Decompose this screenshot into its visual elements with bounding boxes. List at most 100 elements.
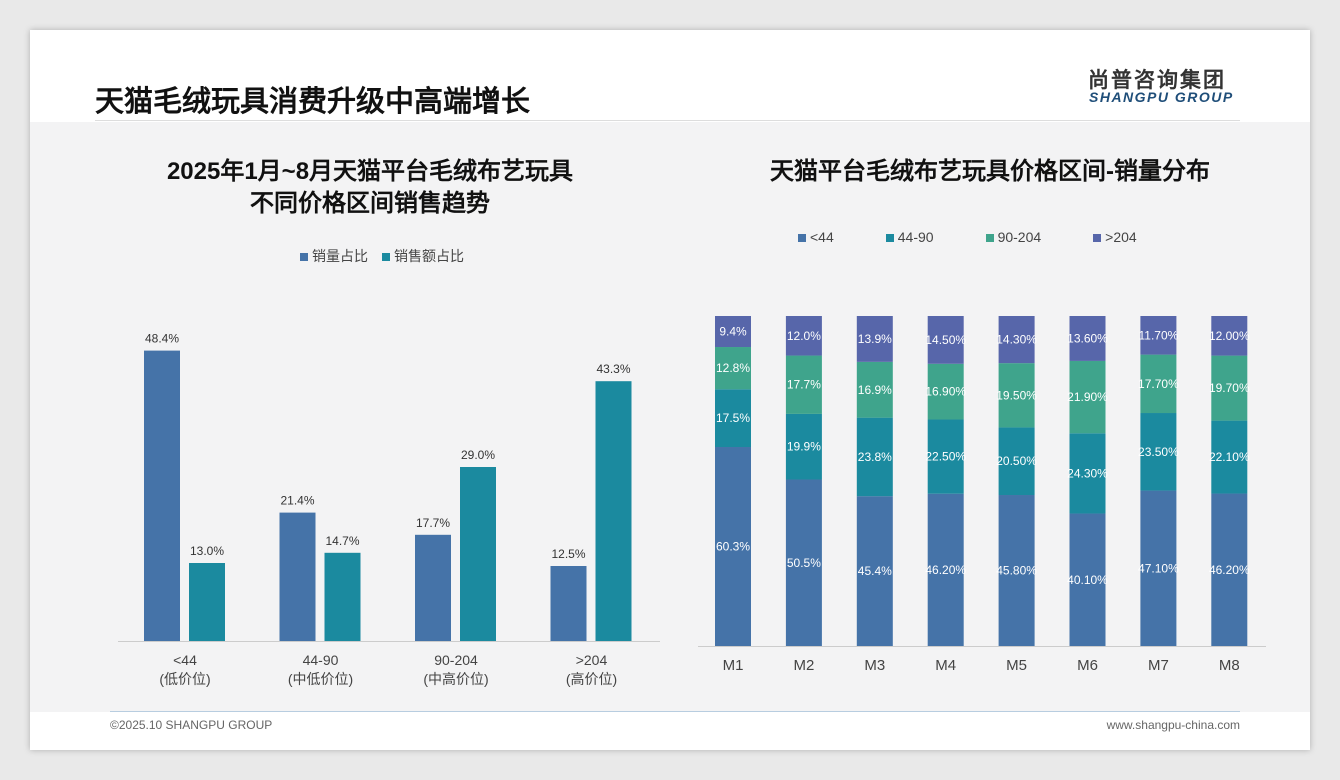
- stacked-bar-segment: [1069, 433, 1106, 514]
- stacked-bar-segment: [1140, 413, 1177, 491]
- data-label: 46.20%: [925, 563, 966, 577]
- stacked-bar-segment: [856, 316, 893, 362]
- stacked-bar-segment: [1069, 360, 1106, 434]
- data-label: 43.3%: [596, 362, 630, 376]
- page-title: 天猫毛绒玩具消费升级中高端增长: [95, 86, 531, 118]
- stacked-bar-segment: [927, 316, 964, 364]
- data-label: 21.4%: [280, 494, 314, 508]
- data-label: 11.70%: [1138, 328, 1178, 342]
- footer-copyright: ©2025.10 SHANGPU GROUP: [110, 718, 273, 732]
- x-tick-label: M8: [1219, 657, 1240, 674]
- x-tick-sublabel: (中高价位): [423, 671, 488, 687]
- data-label: 16.90%: [925, 385, 966, 399]
- bar: [460, 467, 496, 641]
- data-label: 22.50%: [925, 450, 966, 464]
- data-label: 45.80%: [996, 564, 1037, 578]
- data-label: 14.50%: [925, 333, 966, 347]
- legend-label: 销售额占比: [394, 248, 464, 264]
- data-label: 12.0%: [787, 329, 821, 343]
- data-label: 22.10%: [1209, 450, 1250, 464]
- data-label: 14.30%: [996, 333, 1037, 347]
- legend-label: >204: [1105, 229, 1137, 245]
- legend-label: 销量占比: [312, 248, 368, 264]
- stacked-bar-segment: [1140, 316, 1177, 355]
- stacked-bar-segment: [785, 479, 822, 646]
- data-label: 29.0%: [461, 448, 495, 462]
- x-tick-label: >204: [576, 652, 608, 668]
- left-title-line1: 2025年1月~8月天猫平台毛绒布艺玩具: [166, 158, 574, 185]
- data-label: 50.5%: [787, 556, 821, 570]
- data-label: 13.9%: [858, 332, 892, 346]
- data-label: 19.9%: [787, 440, 821, 454]
- data-label: 12.5%: [551, 547, 585, 561]
- data-label: 12.00%: [1209, 329, 1250, 343]
- left-title-line2: 不同价格区间销售趋势: [250, 190, 490, 217]
- data-label: 23.8%: [858, 450, 892, 464]
- right-legend: <44 44-90 90-204 >204: [798, 229, 1137, 245]
- data-label: 17.70%: [1138, 377, 1179, 391]
- stacked-bar-segment: [785, 316, 822, 356]
- legend-swatch: [885, 234, 894, 242]
- stacked-bar-segment: [715, 447, 751, 646]
- right-chart-title: 天猫平台毛绒布艺玩具价格区间-销量分布: [770, 158, 1210, 185]
- stacked-bar-segment: [856, 417, 893, 497]
- legend-swatch: [985, 234, 994, 242]
- logo-en: SHANGPU GROUP: [1089, 89, 1234, 105]
- x-tick-label: M5: [1006, 657, 1027, 674]
- stacked-bar-segment: [998, 363, 1035, 428]
- stacked-bar-segment: [927, 363, 964, 420]
- data-label: 16.9%: [858, 383, 892, 397]
- x-tick-label: M6: [1077, 657, 1098, 674]
- footer-divider: [110, 711, 1240, 712]
- left-chart-title: 2025年1月~8月天猫平台毛绒布艺玩具 不同价格区间销售趋势: [120, 156, 620, 220]
- data-label: 24.30%: [1067, 466, 1108, 480]
- bar: [144, 350, 180, 641]
- legend-item: 销量占比: [300, 246, 368, 266]
- x-tick-label: 44-90: [303, 652, 339, 668]
- stacked-bar-segment: [1211, 493, 1248, 646]
- legend-item: 90-204: [985, 229, 1041, 245]
- x-tick-label: <44: [173, 652, 197, 668]
- stacked-bar-segment: [856, 496, 893, 646]
- stacked-bar-segment: [856, 361, 893, 418]
- data-label: 19.70%: [1209, 381, 1250, 395]
- stacked-bar-segment: [1211, 420, 1248, 494]
- x-tick-label: 90-204: [434, 652, 478, 668]
- data-label: 40.10%: [1067, 573, 1108, 587]
- data-label: 12.8%: [716, 361, 750, 375]
- legend-swatch: [382, 253, 390, 261]
- stacked-bar-segment: [1069, 316, 1106, 361]
- legend-label: <44: [810, 229, 834, 245]
- data-label: 45.4%: [858, 564, 892, 578]
- stacked-bar-segment: [998, 427, 1035, 496]
- stacked-bar-segment: [1140, 490, 1177, 646]
- stacked-bar-segment: [998, 316, 1035, 364]
- data-label: 17.5%: [716, 411, 750, 425]
- data-label: 13.0%: [190, 544, 224, 558]
- x-tick-label: M7: [1148, 657, 1169, 674]
- stacked-bar-segment: [927, 493, 964, 646]
- bar: [595, 381, 632, 641]
- data-label: 48.4%: [145, 332, 179, 346]
- data-label: 17.7%: [787, 378, 821, 392]
- data-label: 21.90%: [1067, 390, 1108, 404]
- logo-cn: 尚普咨询集团: [1088, 69, 1226, 92]
- bar: [550, 566, 587, 641]
- legend-swatch: [1093, 234, 1102, 242]
- slide: 天猫毛绒玩具消费升级中高端增长 尚普咨询集团 SHANGPU GROUP 202…: [30, 30, 1310, 750]
- stacked-bar-segment: [1211, 316, 1248, 356]
- legend-label: 44-90: [897, 229, 934, 245]
- stacked-bar-segment: [1211, 355, 1248, 421]
- stacked-bar-segment: [927, 419, 964, 494]
- data-label: 9.4%: [719, 325, 747, 339]
- legend-swatch: [798, 234, 806, 242]
- x-tick-label: M4: [935, 657, 956, 674]
- stacked-bar-segment: [715, 316, 751, 348]
- legend-item: <44: [798, 229, 834, 245]
- bar: [415, 534, 451, 641]
- stacked-bar-segment: [1069, 513, 1106, 646]
- data-label: 17.7%: [416, 516, 450, 530]
- stacked-bar-segment: [715, 389, 751, 448]
- bar: [279, 512, 316, 641]
- data-label: 20.50%: [996, 454, 1037, 468]
